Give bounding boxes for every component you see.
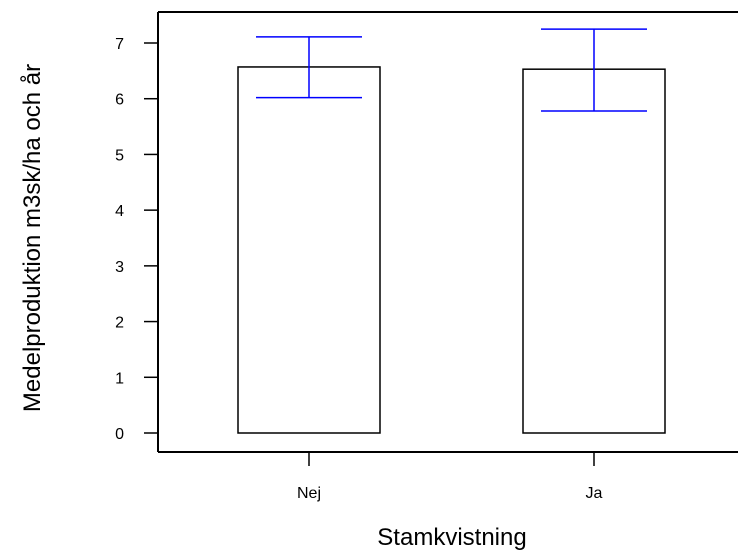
y-tick-label: 2 [115, 315, 124, 332]
error-bars-group [256, 28, 647, 112]
x-tick-label: Ja [586, 485, 603, 502]
bar [522, 68, 666, 434]
x-tick-label: Nej [297, 485, 321, 502]
y-tick-label: 7 [115, 36, 124, 53]
y-axis-title: Medelproduktion m3sk/ha och år [19, 64, 46, 412]
y-tick-label: 4 [115, 203, 124, 220]
bars-group [237, 66, 666, 434]
plot-frame [157, 11, 738, 453]
y-tick-label: 0 [115, 426, 124, 443]
x-axis: Nej Ja [297, 452, 603, 502]
y-tick-label: 5 [115, 147, 124, 164]
x-axis-title: Stamkvistning [377, 524, 526, 551]
y-tick-label: 3 [115, 259, 124, 276]
y-tick-label: 6 [115, 92, 124, 109]
y-tick-label: 1 [115, 370, 124, 387]
bar [237, 66, 381, 434]
y-axis: 0 1 2 3 4 5 6 7 [115, 36, 158, 443]
